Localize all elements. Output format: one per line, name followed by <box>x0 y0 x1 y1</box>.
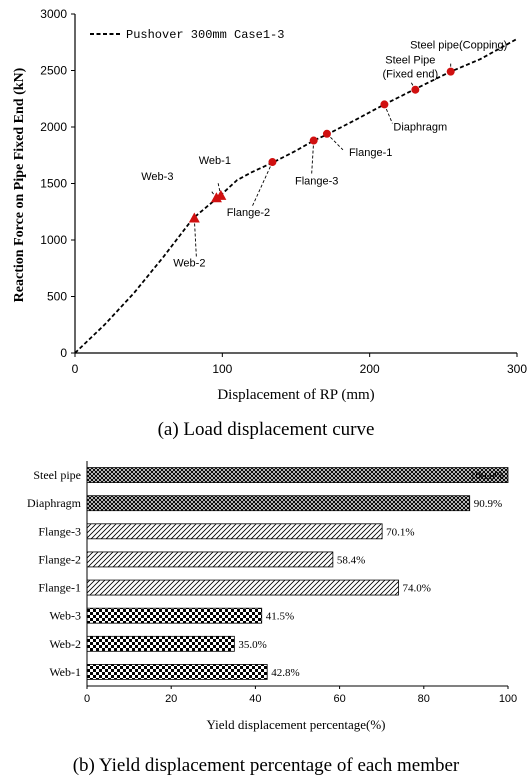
category-label: Flange-3 <box>38 524 81 538</box>
annotation-label: Steel pipe(Copping) <box>410 40 507 52</box>
category-label: Flange-2 <box>38 552 81 566</box>
marker-circle <box>380 100 389 109</box>
annotation-leader <box>193 218 197 257</box>
marker-circle <box>446 67 455 76</box>
bar <box>86 467 509 483</box>
y-tick-label: 0 <box>60 346 67 360</box>
chart-a-ylabel: Reaction Force on Pipe Fixed End (kN) <box>12 67 27 302</box>
x-tick-label: 60 <box>333 693 345 705</box>
x-tick-label: 100 <box>499 693 517 705</box>
bar <box>86 495 471 512</box>
value-label: 74.0% <box>403 583 431 595</box>
y-tick-label: 1500 <box>40 177 67 191</box>
value-label: 58.4% <box>337 554 365 566</box>
marker-triangle <box>215 189 227 200</box>
y-tick-label: 2000 <box>40 120 67 134</box>
x-tick-label: 0 <box>84 693 90 705</box>
annotation-label-line: Web-3 <box>141 171 173 183</box>
value-label: 100.0% <box>470 470 504 482</box>
annotation-leader <box>383 104 393 124</box>
chart-a-xlabel: Displacement of RP (mm) <box>217 387 374 403</box>
annotation-label-line: Steel pipe(Copping) <box>410 40 507 52</box>
chart-a-ticks: 0 500 1000 1500 2000 2500 3000 0 100 200 300 <box>40 7 527 376</box>
series-line <box>74 38 518 354</box>
annotation-label-line: Flange-1 <box>349 147 392 159</box>
category-label: Diaphragm <box>27 496 82 510</box>
annotation-label: Flange-3 <box>295 176 338 188</box>
x-tick-label: 40 <box>249 693 261 705</box>
x-tick-label: 300 <box>507 362 527 376</box>
category-label: Steel pipe <box>33 468 81 482</box>
category-label: Web-3 <box>49 609 81 623</box>
value-label: 90.9% <box>474 498 502 510</box>
y-tick-label: 500 <box>47 290 67 304</box>
caption-a: (a) Load displacement curve <box>157 419 375 440</box>
annotation-label: Steel Pipe (Fixed end) <box>383 55 439 81</box>
caption-b: (b) Yield displacement percentage of eac… <box>72 755 460 776</box>
category-label: Web-2 <box>49 637 81 651</box>
bar <box>86 579 399 596</box>
x-tick-label: 80 <box>418 693 430 705</box>
y-tick-label: 2500 <box>40 64 67 78</box>
annotation-label-line: Flange-3 <box>295 176 338 188</box>
chart-a-series <box>74 38 518 354</box>
annotation-leader <box>252 161 273 207</box>
annotation-label-line: Web-2 <box>173 258 205 270</box>
value-label: 41.5% <box>266 611 294 623</box>
annotation-label-line: (Fixed end) <box>383 69 439 81</box>
marker-circle <box>411 85 420 94</box>
marker-circle <box>322 129 331 138</box>
annotation-label: Flange-2 <box>227 207 270 219</box>
chart-b-bars: Steel pipe 100.0% Diaphragm 90.9% Flange-3 70… <box>27 467 509 680</box>
bar <box>86 607 263 624</box>
annotation-label: Diaphragm <box>393 121 447 133</box>
yield-percentage-chart: Steel pipe 100.0% Diaphragm 90.9% Flange-3 70… <box>27 461 517 732</box>
annotation-leader <box>311 140 315 174</box>
chart-b-axes <box>86 461 508 687</box>
x-tick-label: 200 <box>360 362 380 376</box>
y-tick-label: 1000 <box>40 233 67 247</box>
marker-circle <box>268 158 277 167</box>
x-tick-label: 100 <box>212 362 232 376</box>
x-tick-label: 0 <box>72 362 79 376</box>
annotation-label-line: Flange-2 <box>227 207 270 219</box>
y-tick-label: 3000 <box>40 7 67 21</box>
category-label: Flange-1 <box>38 581 81 595</box>
annotation-label-line: Steel Pipe <box>385 55 435 67</box>
chart-a-markers: Web-2 Web-3 Web-1 Flange-2 Flange-3 Flange-1 D… <box>141 40 507 270</box>
bar <box>86 635 235 652</box>
chart-a-legend: Pushover 300mm Case1-3 <box>90 28 284 42</box>
annotation-label: Web-1 <box>199 155 231 167</box>
bar <box>86 664 268 680</box>
annotation-leader <box>326 133 344 151</box>
x-tick-label: 20 <box>165 693 177 705</box>
marker-triangle <box>188 212 200 223</box>
chart-b-ticks: 0 20 40 60 80 100 <box>84 686 517 705</box>
chart-b-xlabel: Yield displacement percentage(%) <box>206 717 385 732</box>
category-label: Web-1 <box>49 665 81 679</box>
marker-circle <box>309 136 318 145</box>
annotation-label-line: Diaphragm <box>393 121 447 133</box>
value-label: 42.8% <box>271 667 299 679</box>
value-label: 70.1% <box>386 526 414 538</box>
annotation-label: Web-3 <box>141 171 173 183</box>
annotation-label-line: Web-1 <box>199 155 231 167</box>
bar <box>86 523 383 540</box>
annotation-label: Web-2 <box>173 258 205 270</box>
load-displacement-chart: 0 500 1000 1500 2000 2500 3000 0 100 200 300 Web-2… <box>12 7 527 403</box>
legend-label: Pushover 300mm Case1-3 <box>126 28 284 42</box>
value-label: 35.0% <box>238 639 266 651</box>
bar <box>86 551 334 568</box>
annotation-label: Flange-1 <box>349 147 392 159</box>
